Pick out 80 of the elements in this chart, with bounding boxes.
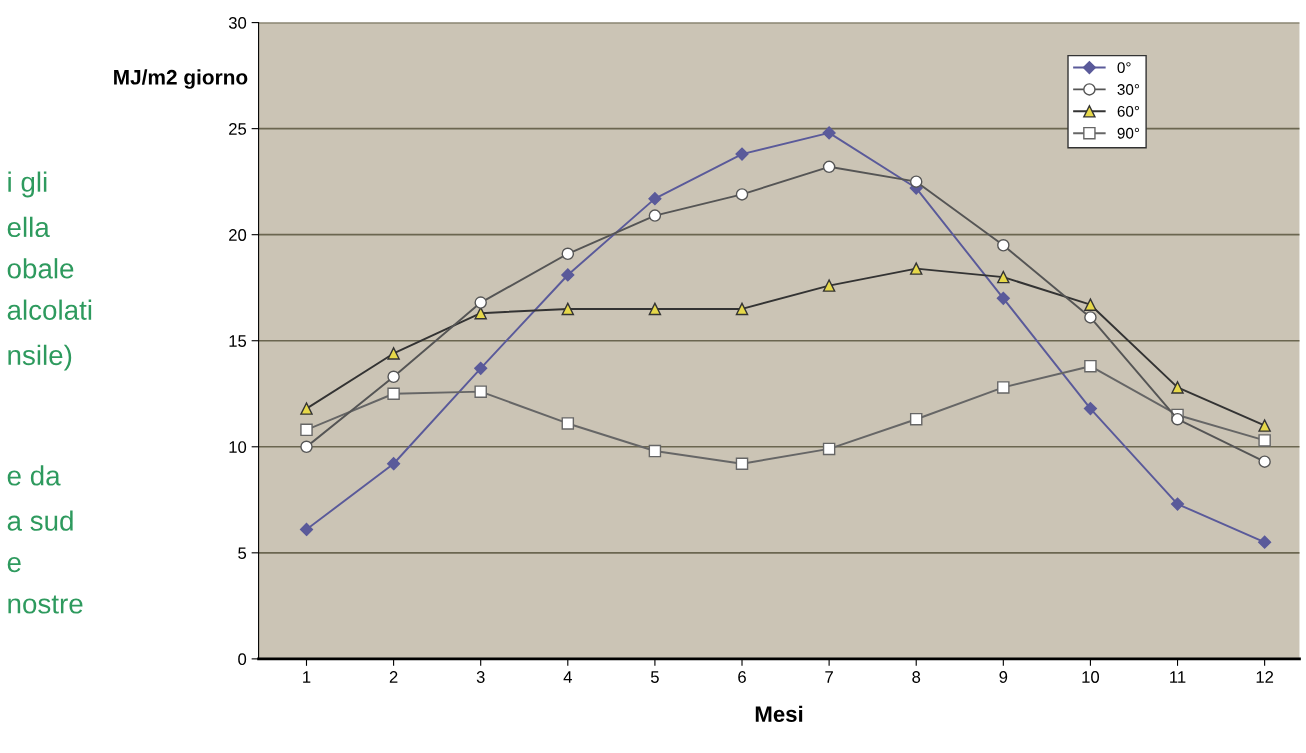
point xyxy=(648,444,662,458)
x-tick-label: 11 xyxy=(1170,671,1186,683)
point xyxy=(387,347,400,360)
point xyxy=(997,239,1010,252)
text: ella xyxy=(7,216,50,238)
x-axis-title: Mesi xyxy=(755,705,803,722)
point xyxy=(474,385,487,398)
point xyxy=(1084,298,1097,311)
y-tick-label: 15 xyxy=(229,335,247,347)
text: e xyxy=(7,556,21,573)
point xyxy=(648,209,662,222)
point xyxy=(822,160,836,174)
text: nostre xyxy=(8,595,83,614)
point xyxy=(648,192,662,206)
point xyxy=(1084,359,1097,373)
point xyxy=(735,457,749,470)
x-tick-label: 1 xyxy=(303,671,311,683)
point xyxy=(1258,455,1271,468)
x-tick-label: 10 xyxy=(1082,671,1100,683)
point xyxy=(1258,419,1271,432)
legend-label: 60° xyxy=(1117,105,1140,117)
point xyxy=(1171,381,1184,394)
point xyxy=(1170,497,1185,511)
point xyxy=(300,440,313,454)
text: e da xyxy=(7,465,61,486)
point xyxy=(474,361,488,375)
point xyxy=(909,262,923,275)
text: alcolati xyxy=(7,299,92,320)
text: i gli xyxy=(8,171,47,198)
point xyxy=(909,412,923,426)
point xyxy=(822,126,836,140)
y-tick-label: 30 xyxy=(228,16,247,29)
text: obale xyxy=(7,258,74,279)
x-tick-label: 5 xyxy=(650,671,659,683)
y-tick-label: 20 xyxy=(229,229,247,241)
point xyxy=(474,296,487,309)
point xyxy=(997,270,1010,284)
point xyxy=(387,457,401,471)
text: nsile) xyxy=(8,344,72,371)
point xyxy=(300,402,313,415)
point xyxy=(909,175,923,188)
y-tick-label: 25 xyxy=(229,123,247,135)
point xyxy=(996,291,1010,305)
point xyxy=(300,423,313,437)
point xyxy=(822,279,836,292)
point xyxy=(1258,434,1271,447)
point xyxy=(474,306,487,320)
point xyxy=(1084,311,1097,324)
x-tick-label: 8 xyxy=(912,671,921,683)
legend-label: 30° xyxy=(1117,84,1140,95)
point xyxy=(822,442,836,456)
point xyxy=(735,188,749,201)
x-tick-label: 2 xyxy=(389,671,398,683)
y-tick-label: 5 xyxy=(238,547,247,560)
point xyxy=(561,302,575,316)
x-tick-label: 4 xyxy=(563,671,572,683)
point xyxy=(387,387,400,401)
x-tick-label: 6 xyxy=(738,671,746,683)
y-tick-label: 10 xyxy=(229,441,247,453)
y-axis-title: MJ/m2 giorno xyxy=(114,69,248,89)
x-tick-label: 3 xyxy=(476,671,485,683)
x-tick-label: 7 xyxy=(825,671,833,683)
legend-label: 90° xyxy=(1117,127,1140,139)
point xyxy=(387,370,400,384)
point xyxy=(299,522,314,537)
y-tick-label: 0 xyxy=(238,653,247,666)
x-tick-label: 9 xyxy=(999,671,1008,683)
point xyxy=(561,268,575,282)
point xyxy=(997,381,1010,394)
point xyxy=(1171,412,1184,426)
point xyxy=(735,147,749,161)
text: a sud xyxy=(7,510,73,531)
point xyxy=(561,247,575,261)
point xyxy=(1083,402,1098,416)
legend-label: 0° xyxy=(1117,62,1131,74)
point xyxy=(648,302,662,316)
x-tick-label: 12 xyxy=(1256,671,1274,683)
point xyxy=(735,302,749,316)
point xyxy=(561,417,575,430)
point xyxy=(1258,535,1272,549)
